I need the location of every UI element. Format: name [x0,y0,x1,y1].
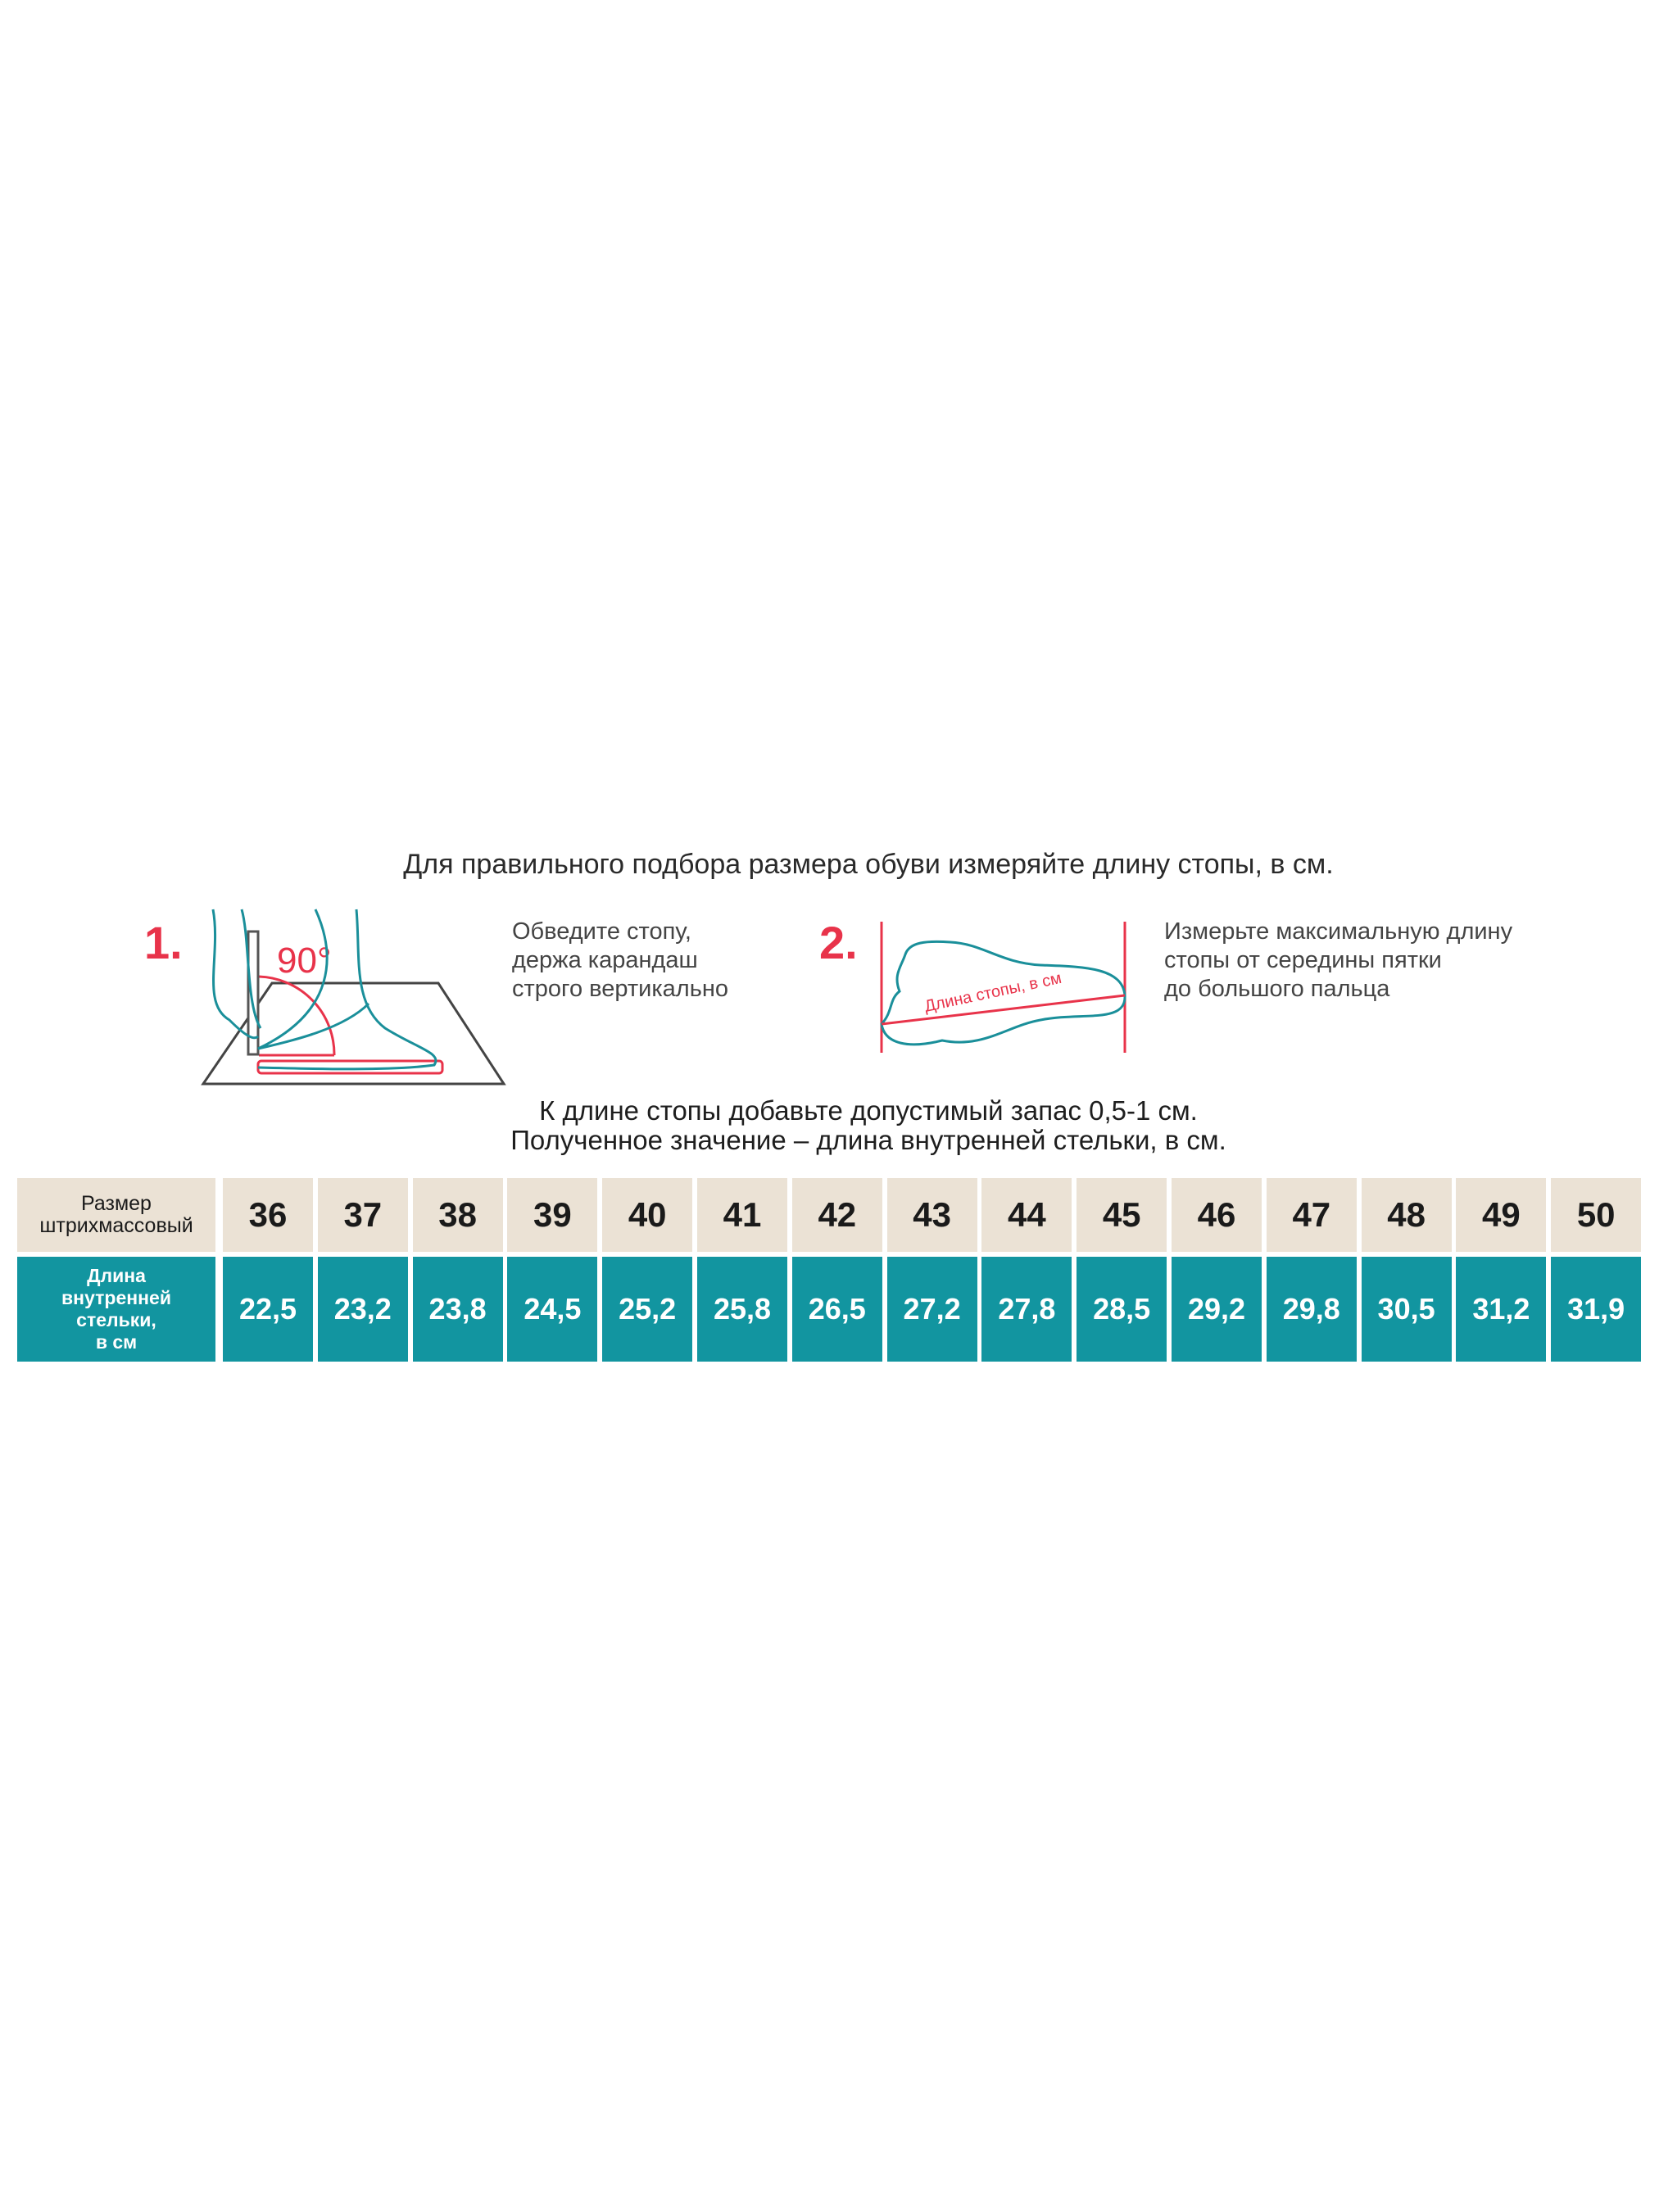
size-cell: 45 [1077,1178,1167,1252]
size-cell: 49 [1456,1178,1547,1252]
desc-line: Обведите стопу, [512,918,691,945]
desc-line: держа карандаш [512,947,698,973]
size-cell: 47 [1266,1178,1357,1252]
page-title: Для правильного подбора размера обуви из… [403,849,1334,880]
step-2-description: Измерьте максимальную длину стопы от сер… [1164,918,1512,1004]
length-cell: 25,8 [697,1257,787,1362]
size-cell: 42 [791,1178,882,1252]
length-cell: 30,5 [1361,1257,1452,1362]
length-cell: 31,9 [1551,1257,1642,1362]
label-line: в см [95,1331,138,1353]
label-line: Размер [81,1192,152,1215]
length-cell: 28,5 [1077,1257,1167,1362]
pencil-icon [247,930,260,1056]
note-line: Полученное значение – длина внутренней с… [510,1125,1226,1155]
size-cell: 36 [223,1178,313,1252]
length-cell: 27,2 [886,1257,977,1362]
size-cell: 44 [981,1178,1072,1252]
length-cell: 29,8 [1266,1257,1357,1362]
size-row-label: Размер штрихмассовый [17,1178,215,1252]
foot-length-label: Длина стопы, в см [922,969,1063,1016]
size-cell: 40 [602,1178,693,1252]
step-1-number: 1. [144,917,183,968]
label-line: штрихмассовый [39,1214,193,1237]
size-cell: 38 [412,1178,503,1252]
length-cell: 29,2 [1172,1257,1262,1362]
desc-line: стопы от середины пятки [1164,947,1442,973]
size-cell: 37 [317,1178,408,1252]
length-row-label: Длина внутренней стельки, в см [17,1257,215,1362]
length-cell: 23,8 [412,1257,503,1362]
length-cell: 23,2 [317,1257,408,1362]
length-cell: 24,5 [507,1257,598,1362]
desc-line: строго вертикально [512,976,728,1002]
label-line: Длина [87,1265,146,1286]
size-cell: 48 [1361,1178,1452,1252]
size-cell: 46 [1172,1178,1262,1252]
desc-line: Измерьте максимальную длину [1164,918,1513,945]
desc-line: до большого пальца [1164,976,1390,1002]
length-cell: 22,5 [223,1257,313,1362]
size-cell: 43 [886,1178,977,1252]
label-line: стельки, [76,1309,156,1330]
size-cell: 50 [1551,1178,1642,1252]
label-line: внутренней [61,1287,171,1308]
angle-label: 90° [277,941,332,981]
size-cell: 39 [507,1178,598,1252]
foot-tracing-illustration: 90° [201,909,506,1086]
note-line: К длине стопы добавьте допустимый запас … [539,1095,1198,1126]
length-cell: 27,8 [981,1257,1072,1362]
allowance-note: К длине стопы добавьте допустимый запас … [0,1096,1659,1155]
length-cell: 25,2 [602,1257,693,1362]
foot-outline [880,940,1126,1046]
step-1-description: Обведите стопу, держа карандаш строго ве… [512,918,728,1004]
length-cell: 31,2 [1456,1257,1547,1362]
step-2-number: 2. [819,917,858,968]
length-cell: 26,5 [791,1257,882,1362]
size-cell: 41 [697,1178,787,1252]
foot-length-illustration: Длина стопы, в см [880,922,1126,1053]
